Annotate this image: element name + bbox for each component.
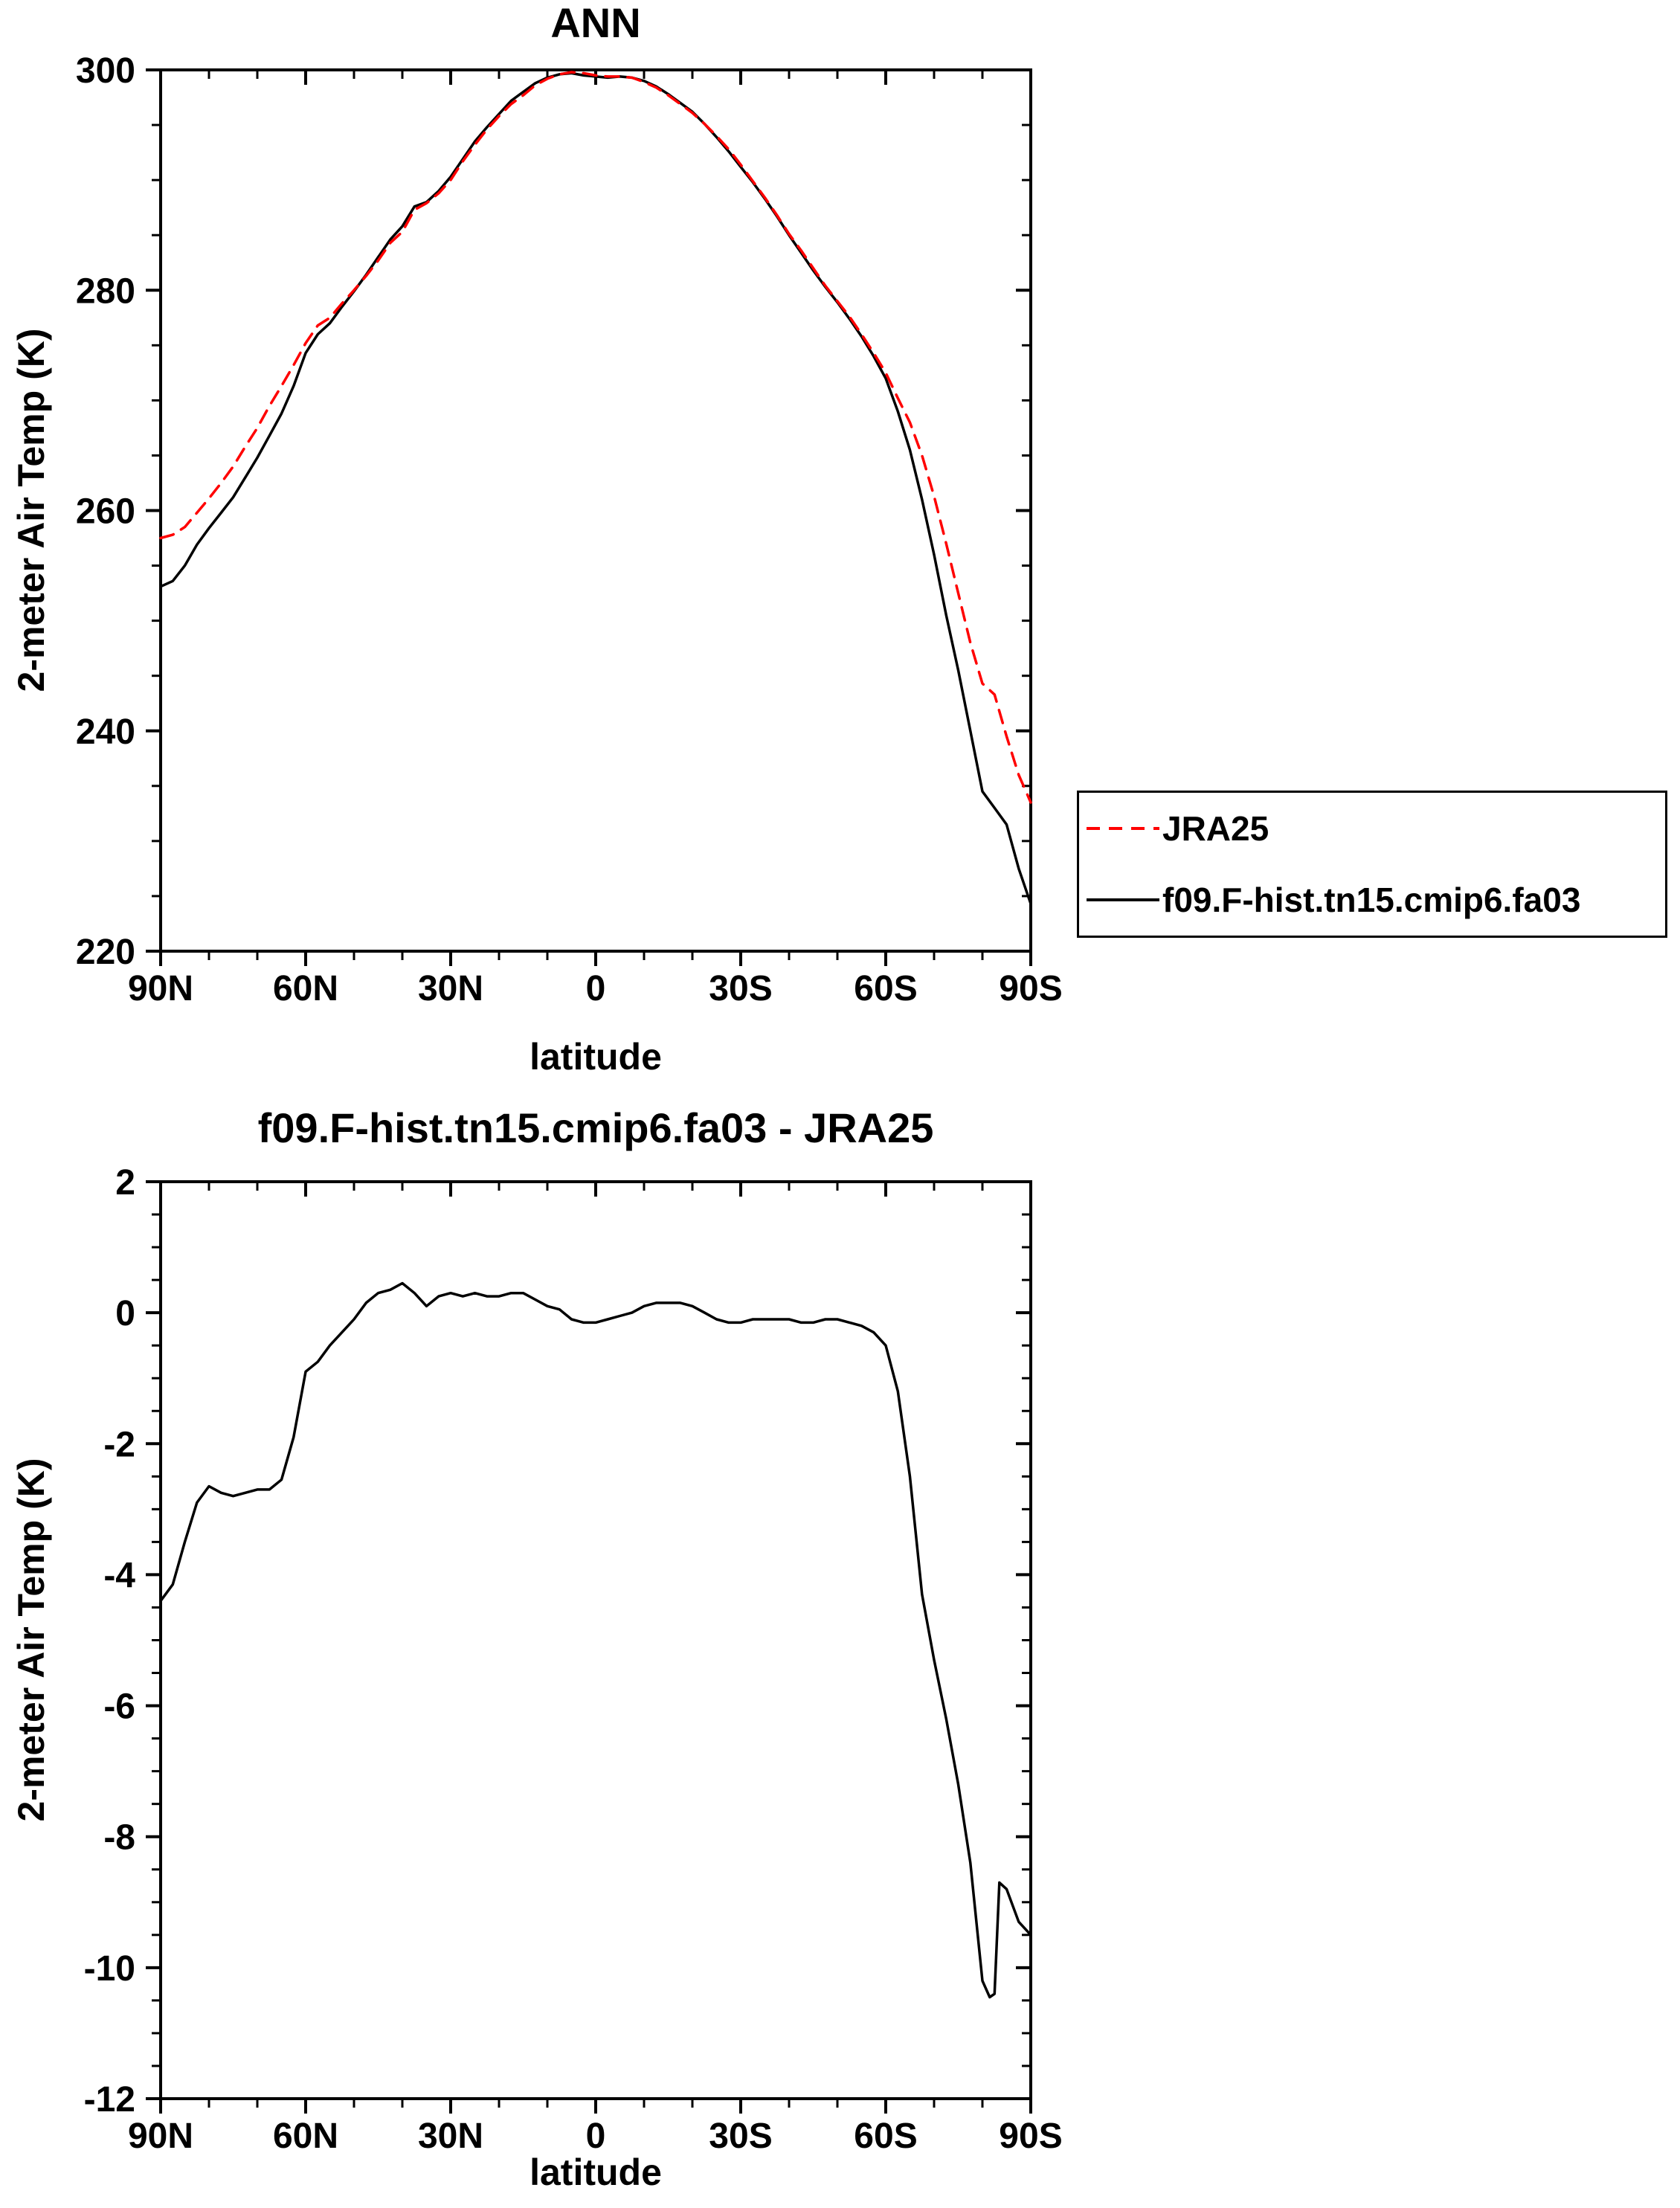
top-chart-plot: 90N 60N 30N 0 30S 60S 90S 220 240 260 280 300 (76, 51, 1063, 1008)
y-tick-label: 2 (115, 1163, 135, 1203)
y-tick-label: -4 (103, 1556, 135, 1595)
legend-label-model: f09.F-hist.tn15.cmip6.fa03 (1162, 881, 1581, 919)
y-tick-label: -6 (103, 1687, 135, 1727)
legend-row-jra25: JRA25 (1087, 808, 1665, 849)
x-tick-label: 60N (273, 969, 338, 1008)
plot-frame (159, 1180, 1032, 2100)
legend-row-model: f09.F-hist.tn15.cmip6.fa03 (1087, 880, 1665, 920)
curve-jra25 (159, 71, 1032, 804)
x-tick-label: 60S (854, 969, 917, 1008)
x-tick-label: 30S (709, 2117, 772, 2156)
top-y-axis-label: 2-meter Air Temp (K) (10, 328, 52, 692)
curve-f09-f-hist-tn15-cmip6-fa03 (159, 71, 1032, 906)
x-tick-label: 90S (999, 2117, 1062, 2156)
x-tick-label: 60N (273, 2117, 338, 2156)
bottom-y-axis-label: 2-meter Air Temp (K) (10, 1458, 52, 1822)
bottom-chart-plot: 90N 60N 30N 0 30S 60S 90S 2 0 -2 -4 -6 -8 -10 -12 (84, 1163, 1063, 2156)
top-x-axis-label: latitude (530, 1036, 662, 1078)
y-tick-label: 300 (76, 51, 135, 91)
x-tick-label: 90N (128, 969, 193, 1008)
y-tick-label: -10 (84, 1949, 135, 1989)
y-tick-label: -8 (103, 1818, 135, 1858)
bottom-x-axis-label: latitude (530, 2151, 662, 2193)
bottom-chart-title: f09.F-hist.tn15.cmip6.fa03 - JRA25 (257, 1104, 934, 1151)
y-tick-label: -2 (103, 1425, 135, 1464)
top-chart-title: ANN (550, 0, 641, 46)
model-solid-line-sample-icon (1087, 898, 1159, 901)
x-tick-label: 30N (418, 2117, 483, 2156)
x-tick-label: 0 (586, 2117, 606, 2156)
x-tick-label: 90S (999, 969, 1062, 1008)
plot-frame (159, 68, 1032, 953)
x-tick-label: 60S (854, 2117, 917, 2156)
y-tick-label: -12 (84, 2080, 135, 2120)
y-tick-label: 220 (76, 933, 135, 972)
x-tick-label: 30N (418, 969, 483, 1008)
x-tick-label: 90N (128, 2117, 193, 2156)
legend-label-jra25: JRA25 (1162, 809, 1269, 848)
y-tick-label: 0 (115, 1294, 135, 1333)
x-tick-label: 30S (709, 969, 772, 1008)
curve-model-minus-jra25-difference (159, 1281, 1032, 1999)
legend: JRA25 f09.F-hist.tn15.cmip6.fa03 (1077, 791, 1667, 938)
jra25-dashed-line-sample-icon (1087, 827, 1159, 830)
x-tick-label: 0 (586, 969, 606, 1008)
y-tick-label: 240 (76, 712, 135, 752)
y-tick-label: 260 (76, 492, 135, 532)
y-tick-label: 280 (76, 271, 135, 311)
